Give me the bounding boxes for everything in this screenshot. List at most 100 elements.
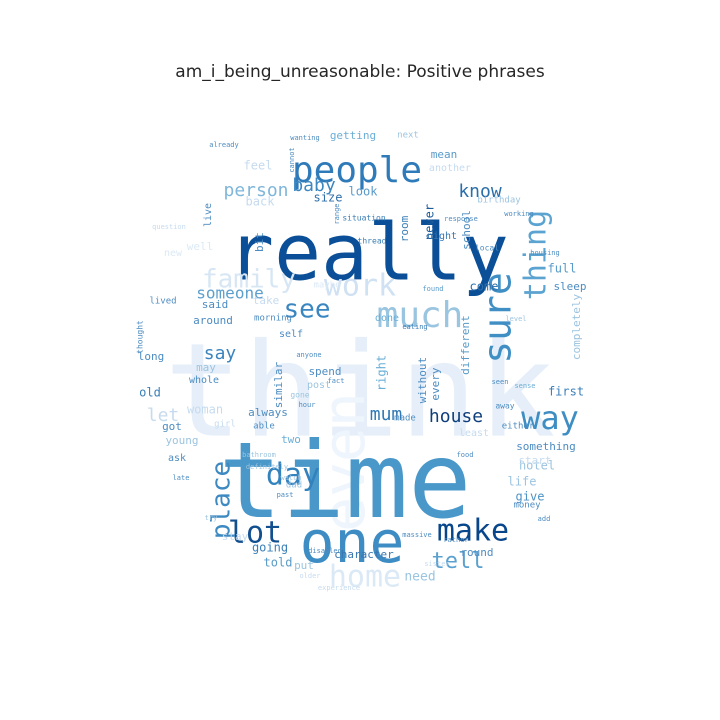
word-late: late [173,474,190,482]
word-level: level [505,315,526,323]
word-definitely: definitely [246,463,288,471]
word-housing: housing [530,249,560,257]
word-sister: sister [424,560,449,568]
word-school: school [460,210,473,250]
word-really: really [227,208,509,298]
word-house: house [429,406,483,427]
word-someone: someone [196,284,263,303]
word-disabled: disabled [308,547,342,555]
word-range: range [333,203,341,224]
word-whole: whole [189,375,219,386]
word-dad: dad [286,481,302,491]
word-experience: experience [318,584,360,592]
word-without: without [416,357,429,403]
word-going: going [252,541,288,555]
word-sense: sense [514,382,535,390]
word-sleep: sleep [553,280,586,293]
word-one: one [300,508,405,576]
word-least: least [459,428,489,439]
word-already: already [209,141,239,149]
word-add: add [538,515,551,523]
word-need: need [404,570,435,585]
word-home: home [329,560,401,595]
word-around: around [193,314,233,327]
word-always: always [248,406,288,419]
word-bathroom: bathroom [242,451,276,459]
word-birthday: birthday [477,196,521,206]
word-next: next [397,131,419,141]
word-day: day [266,458,320,493]
word-try: try [205,514,218,522]
word-know: know [458,181,502,202]
word-something: something [516,440,576,453]
word-gone: gone [290,391,309,400]
word-long: long [138,350,165,363]
word-take: take [253,294,280,307]
word-done: done [375,313,399,324]
word-maybe: maybe [313,281,340,291]
word-family: family [202,265,296,295]
word-hour: hour [299,401,316,409]
word-self: self [279,329,303,340]
word-come: come [470,280,499,294]
word-two: two [281,433,301,446]
word-similar: similar [272,361,285,408]
word-woman: woman [187,403,223,417]
word-got: got [162,420,182,433]
word-may: may [196,361,216,374]
word-let: let [147,405,180,426]
word-full: full [548,262,577,276]
word-bit: bit [253,232,266,252]
word-think: think [164,315,555,467]
word-made: made [394,414,416,424]
word-hotel: hotel [519,459,555,473]
word-post: post [307,380,331,391]
word-found: found [422,285,443,293]
word-cannot: cannot [288,147,296,172]
word-food: food [457,451,474,459]
word-money: money [513,501,541,511]
word-mean: mean [431,148,458,161]
word-situation: situation [342,214,386,223]
word-give: give [516,490,545,504]
word-young: young [165,434,198,447]
word-thing: thing [519,210,554,300]
word-away: away [495,402,514,411]
word-size: size [314,191,343,205]
word-lot: lot [228,516,282,551]
word-baby: baby [292,175,336,196]
word-person: person [223,180,288,201]
word-sure: sure [476,272,520,364]
word-place: place [207,461,237,539]
word-tell: tell [432,549,485,574]
page-title: am_i_being_unreasonable: Positive phrase… [175,62,545,82]
word-girl: girl [214,420,236,430]
word-fact: fact [328,377,345,385]
word-either: either [502,422,535,432]
word-completely: completely [570,294,583,361]
word-thought: thought [136,320,145,354]
word-back: back [246,195,276,209]
word-local: local [475,244,499,253]
word-wanting: wanting [290,134,320,142]
word-night: night [427,231,457,242]
word-live: live [203,203,214,227]
word-even: even [310,392,378,532]
word-said: said [202,298,229,311]
word-mum: mum [370,404,403,425]
word-right: right [375,355,389,391]
word-well: well [187,240,214,253]
word-thread: thread [358,237,387,246]
word-say: say [204,343,237,364]
word-feel: feel [244,159,273,173]
word-another: another [429,163,471,174]
word-seen: seen [492,378,509,386]
word-able: able [253,422,275,432]
word-morning: morning [254,314,292,324]
word-first: first [548,385,584,399]
word-round: round [460,546,493,559]
word-make: make [437,514,509,549]
word-new: new [164,248,183,259]
